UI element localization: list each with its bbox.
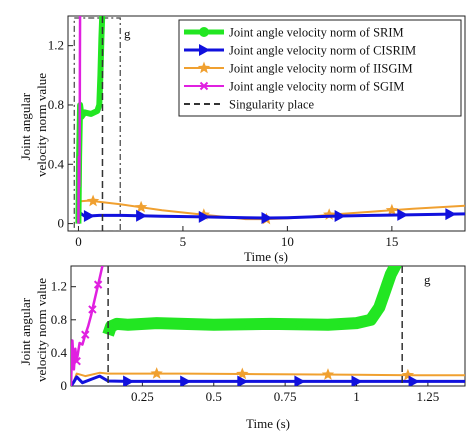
top-marker-iisgim <box>86 194 100 207</box>
legend-swatch-marker <box>197 61 211 74</box>
top-marker-cisrim <box>445 208 457 221</box>
top-y-tick-label: 1.2 <box>48 38 64 53</box>
bottom-y-tick-label: 0.8 <box>51 312 67 327</box>
bottom-series-iisgim <box>71 371 465 386</box>
top-marker-iisgim <box>323 208 336 220</box>
top-marker-cisrim <box>136 209 148 222</box>
bottom-marker-iisgim <box>236 367 249 380</box>
top-x-tick-label: 10 <box>281 234 294 249</box>
legend-entry: Joint angle velocity norm of SGIM <box>184 80 404 94</box>
bottom-panel: 0.25 0.5 0.75 1 1.25 0 0.4 0.8 1.2 g Time (s) Jo… <box>18 265 466 431</box>
bottom-x-tick-label: 0.75 <box>274 389 297 404</box>
legend-label: Joint angle velocity norm of SRIM <box>229 26 404 40</box>
bottom-marker-cisrim <box>237 375 249 386</box>
bottom-x-axis-label: Time (s) <box>246 416 290 431</box>
legend-label: Singularity place <box>229 98 314 112</box>
top-marker-cisrim <box>261 211 273 224</box>
top-tick-labels: 0 5 10 15 0 0.4 0.8 1.2 <box>48 38 399 249</box>
top-marker-iisgim <box>385 203 399 216</box>
bottom-tick-labels: 0.25 0.5 0.75 1 1.25 0 0.4 0.8 1.2 <box>51 279 440 404</box>
bottom-marker-srim <box>111 318 122 329</box>
bottom-marker-cisrim <box>123 375 135 386</box>
top-x-tick-label: 5 <box>180 234 187 249</box>
bottom-marker-cisrim <box>180 375 192 386</box>
top-zoom-box <box>73 17 121 231</box>
legend-entry: Joint angle velocity norm of IISGIM <box>184 61 413 76</box>
bottom-marker-sgim <box>93 280 103 289</box>
bottom-marker-sgim <box>81 330 90 339</box>
bottom-x-tick-label: 0.25 <box>131 389 154 404</box>
top-x-tick-label: 15 <box>385 234 398 249</box>
legend-label: Joint angle velocity norm of IISGIM <box>229 62 413 76</box>
legend-swatch-marker <box>199 27 209 37</box>
top-x-tick-label: 0 <box>75 234 82 249</box>
bottom-corner-label: g <box>424 272 431 287</box>
bottom-y-tick-label: 0 <box>61 378 68 393</box>
top-corner-label: g <box>124 26 131 41</box>
top-y-tick-label: 0.8 <box>48 97 64 112</box>
legend-label: Joint angle velocity norm of SGIM <box>229 80 404 94</box>
top-plot-lines <box>73 16 465 231</box>
bottom-series-sgim <box>71 266 104 386</box>
bottom-marker-srim <box>180 318 191 329</box>
bottom-marker-iisgim <box>321 368 335 380</box>
legend-label: Joint angle velocity norm of CISRIM <box>229 44 416 58</box>
bottom-marker-sgim <box>88 305 97 314</box>
top-series-sgim <box>77 16 82 224</box>
bottom-marker-srim <box>294 319 305 330</box>
bottom-y-axis-label-line1: Joint angular <box>18 297 33 365</box>
top-y-tick-label: 0 <box>58 216 65 231</box>
legend-entry: Joint angle velocity norm of CISRIM <box>184 44 416 58</box>
top-x-axis-label: Time (s) <box>244 249 288 264</box>
bottom-x-tick-label: 0.5 <box>206 389 222 404</box>
bottom-marker-sgim <box>72 356 81 366</box>
top-marker-iisgim <box>134 200 148 213</box>
bottom-series-cisrim <box>71 374 465 386</box>
bottom-y-tick-label: 0.4 <box>51 345 68 360</box>
bottom-plot-lines <box>71 266 465 386</box>
top-marker-cisrim <box>198 210 210 223</box>
bottom-marker-srim <box>337 318 348 329</box>
top-y-tick-label: 0.4 <box>48 156 65 171</box>
legend-swatch-marker <box>199 81 209 91</box>
top-marker-cisrim <box>83 209 95 222</box>
bottom-marker-cisrim <box>294 375 306 386</box>
bottom-marker-cisrim <box>408 375 420 386</box>
top-y-axis-label-line2: velocity norm value <box>34 73 49 177</box>
bottom-x-tick-label: 1 <box>353 389 360 404</box>
top-y-axis-label: Joint angular velocity norm value <box>18 73 49 177</box>
bottom-marker-iisgim <box>150 367 163 379</box>
bottom-y-axis-label-line2: velocity norm value <box>34 278 49 382</box>
top-y-axis-label-line1: Joint angular <box>18 92 33 160</box>
bottom-marker-srim <box>237 319 248 330</box>
bottom-y-axis-label: Joint angular velocity norm value <box>18 278 49 382</box>
legend-entries: Joint angle velocity norm of SRIM Joint a… <box>184 26 416 112</box>
legend-box <box>178 19 462 117</box>
top-panel: 0 5 10 15 0 0.4 0.8 1.2 g Time (s) Joint angula… <box>18 15 466 264</box>
legend-entry: Singularity place <box>184 98 314 112</box>
legend-swatch-marker <box>199 44 210 56</box>
top-ticks <box>68 45 393 231</box>
top-marker-cisrim <box>334 209 346 222</box>
bottom-x-tick-label: 1.25 <box>417 389 440 404</box>
bottom-y-tick-label: 1.2 <box>51 279 67 294</box>
legend: Joint angle velocity norm of SRIM Joint a… <box>178 19 462 117</box>
bottom-marker-iisgim <box>401 368 415 381</box>
top-marker-cisrim <box>397 208 409 221</box>
bottom-marker-cisrim <box>351 375 363 386</box>
legend-entry: Joint angle velocity norm of SRIM <box>184 26 404 40</box>
